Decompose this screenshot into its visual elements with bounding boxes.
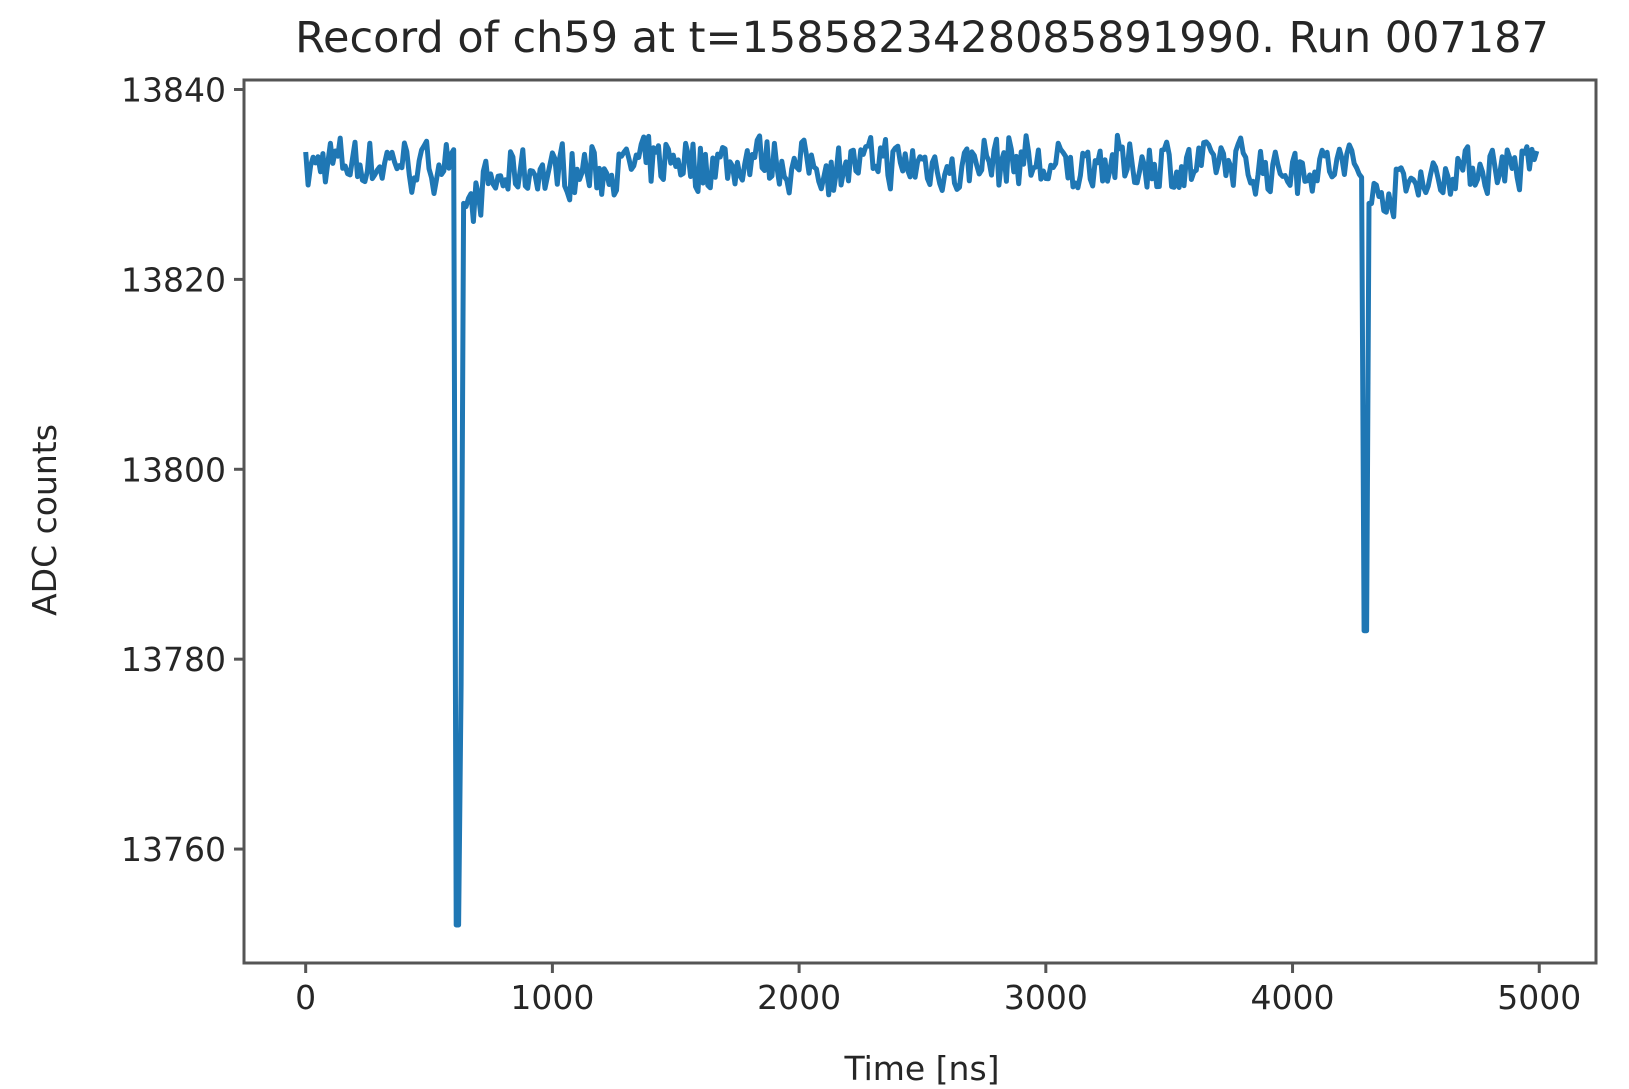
y-tick-label: 13760 [121,830,226,869]
y-tick-label: 13840 [121,70,226,109]
plot-frame [242,78,1598,965]
x-axis: 0 1000 2000 3000 4000 5000 [295,963,1581,1017]
y-tick-label: 13820 [121,260,226,299]
x-tick-label: 3000 [1004,978,1088,1017]
chart-title: Record of ch59 at t=1585823428085891990.… [295,13,1549,63]
y-tick-label: 13800 [121,450,226,489]
x-tick-label: 0 [295,978,316,1017]
x-tick-label: 5000 [1497,978,1581,1017]
y-axis: 13760 13780 13800 13820 13840 [121,70,244,869]
series-line [303,132,1540,928]
x-tick-label: 4000 [1251,978,1335,1017]
x-tick-label: 2000 [757,978,841,1017]
x-tick-label: 1000 [510,978,594,1017]
y-axis-label: ADC counts [25,424,64,616]
x-axis-label: Time [ns] [843,1049,999,1088]
plot-area [242,78,1598,965]
y-tick-label: 13780 [121,640,226,679]
